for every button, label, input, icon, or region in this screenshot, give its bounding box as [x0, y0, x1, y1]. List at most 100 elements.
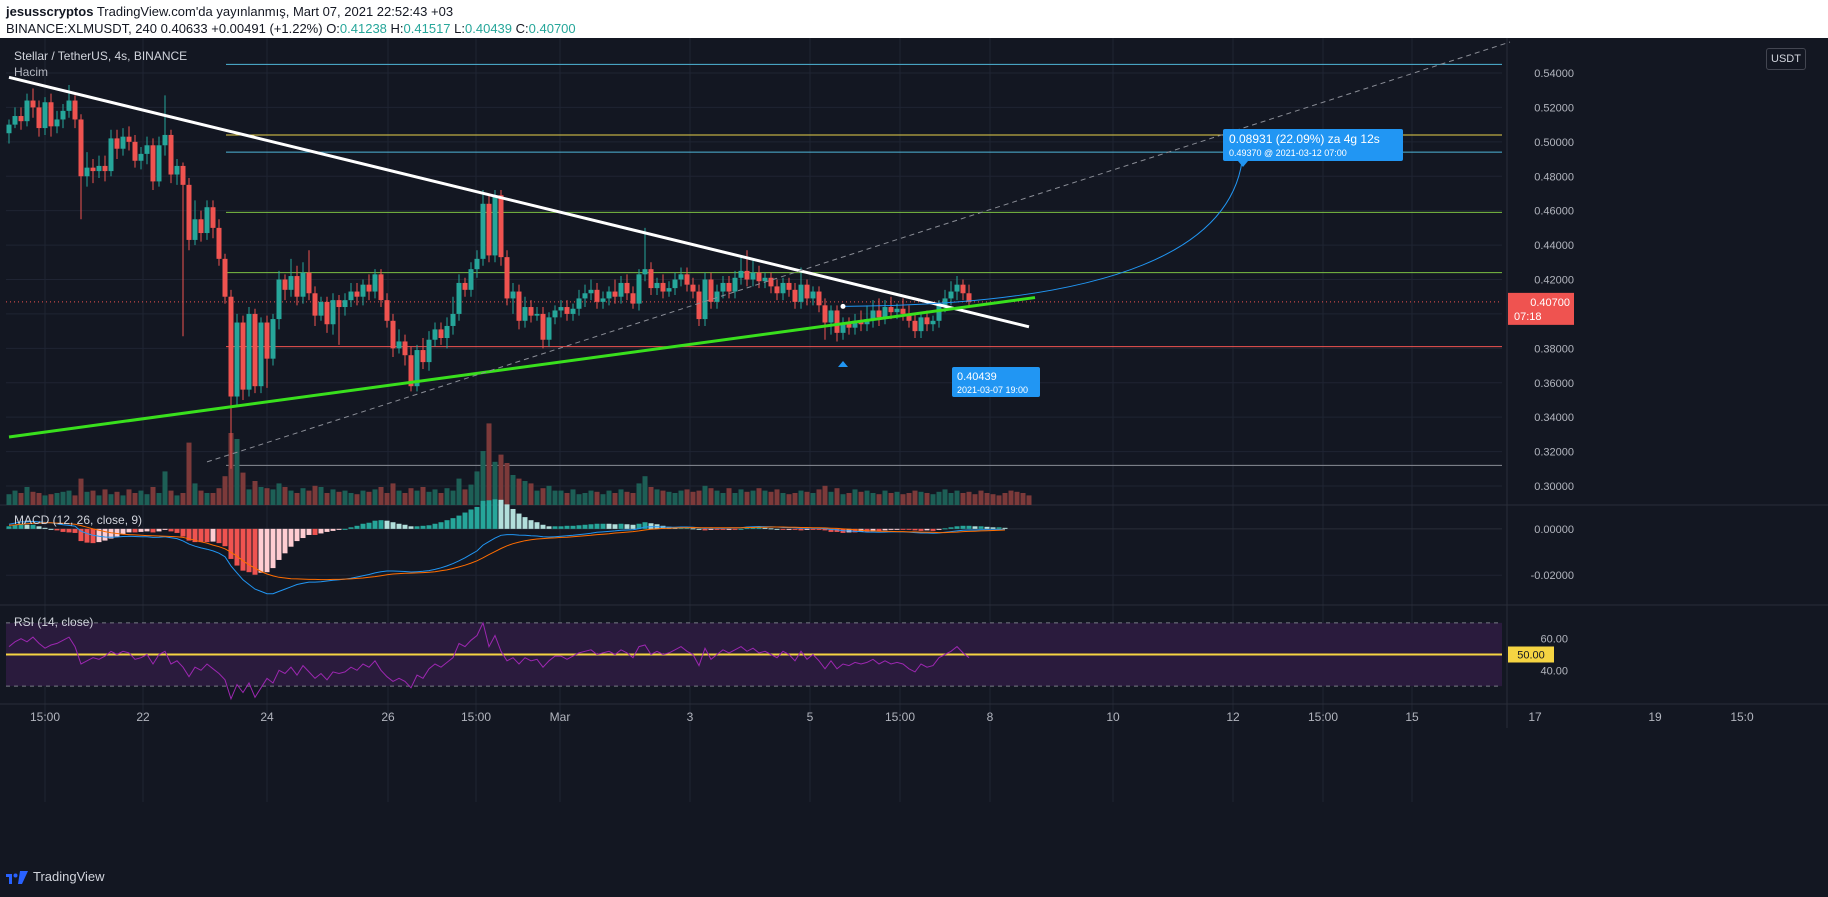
macd-histogram-bar [234, 528, 240, 566]
macd-histogram-bar [552, 526, 558, 529]
candle-body [372, 274, 378, 292]
volume-bar [96, 495, 102, 505]
open-value: 0.41238 [339, 21, 387, 36]
volume-bar [168, 490, 174, 505]
candle-body [72, 100, 78, 120]
macd-histogram-bar [24, 524, 30, 529]
volume-bar [1026, 495, 1032, 505]
macd-histogram-bar [792, 528, 798, 530]
macd-histogram-bar [72, 528, 78, 533]
volume-bar [858, 491, 864, 505]
volume-bar [42, 495, 48, 505]
currency-badge[interactable]: USDT [1766, 48, 1806, 70]
volume-bar [156, 493, 162, 505]
volume-bar [684, 489, 690, 505]
volume-bar [336, 491, 342, 505]
macd-histogram-bar [612, 524, 618, 529]
candle-body [852, 320, 858, 328]
candle-body [60, 110, 66, 120]
candle-body [156, 145, 162, 182]
candle-body [918, 317, 924, 332]
macd-histogram-bar [438, 522, 444, 529]
candle-body [606, 291, 612, 299]
candle-body [342, 300, 348, 308]
high-label: H: [390, 21, 404, 36]
volume-bar [942, 489, 948, 505]
candle-body [516, 291, 522, 321]
macd-histogram-bar [558, 526, 564, 529]
volume-bar [54, 493, 60, 505]
macd-histogram-bar [546, 526, 552, 529]
author-name[interactable]: jesusscryptos [6, 4, 94, 19]
candle-body [684, 274, 690, 285]
candle-body [42, 102, 48, 129]
close-value: 0.40700 [528, 21, 576, 36]
last-price: 0.40633 [160, 21, 208, 36]
candle-body [300, 272, 306, 297]
macd-histogram-bar [366, 522, 372, 529]
tradingview-logo[interactable]: TradingView [6, 869, 105, 884]
macd-line [8, 520, 1005, 595]
macd-histogram-bar [312, 528, 318, 535]
macd-histogram-bar [594, 523, 600, 529]
volume-bar [990, 494, 996, 505]
volume-bar [468, 484, 474, 505]
candle-body [780, 282, 786, 294]
macd-histogram-bar [624, 524, 630, 529]
candle-body [930, 320, 936, 325]
candle-body [738, 270, 744, 278]
volume-bar [528, 483, 534, 505]
volume-bar [204, 493, 210, 505]
macd-tick-label: -0.02000 [1531, 570, 1574, 582]
candle-body [528, 307, 534, 316]
macd-histogram-bar [378, 520, 384, 529]
volume-bar [144, 494, 150, 505]
candle-body [330, 300, 336, 325]
time-tick-label: 15:00 [885, 710, 915, 724]
macd-histogram-bar [996, 527, 1002, 529]
candle-body [480, 203, 486, 259]
volume-bar [924, 493, 930, 505]
macd-histogram-bar [108, 528, 114, 539]
volume-bar [960, 493, 966, 505]
time-tick-label: 15:00 [461, 710, 491, 724]
rsi-tick-label: 40.00 [1540, 665, 1568, 677]
price-tick-label: 0.36000 [1534, 378, 1574, 390]
macd-histogram-bar [618, 523, 624, 529]
chart-canvas[interactable]: 0.40439 2021-03-07 19:00 0.08931 (22.09%) … [0, 38, 1828, 862]
volume-label: Hacim [14, 65, 48, 79]
volume-bar [522, 481, 528, 505]
candle-body [132, 141, 138, 161]
candle-body [888, 307, 894, 313]
candle-body [666, 288, 672, 292]
resistance-trendline [8, 75, 1030, 329]
macd-histogram-bar [954, 526, 960, 529]
macd-histogram-bar [240, 528, 246, 571]
candle-body [714, 291, 720, 302]
candle-body [456, 282, 462, 314]
volume-bar [198, 490, 204, 505]
macd-histogram-bar [426, 525, 432, 529]
candle-body [750, 272, 756, 280]
macd-histogram-bar [84, 528, 90, 543]
candle-body [288, 276, 294, 290]
rsi-line [8, 621, 970, 701]
macd-histogram-bar [414, 526, 420, 529]
macd-histogram-bar [912, 528, 918, 531]
candle-body [546, 317, 552, 340]
candle-body [720, 282, 726, 292]
macd-histogram-bar [762, 527, 768, 529]
time-tick-label: 15:00 [30, 710, 60, 724]
candle-body [954, 284, 960, 292]
chart-title: Stellar / TetherUS, 4s, BINANCE [14, 49, 187, 63]
macd-histogram-bar [990, 527, 996, 529]
macd-histogram-bar [906, 528, 912, 530]
candle-body [588, 289, 594, 294]
candle-body [102, 165, 108, 172]
macd-histogram-bar [786, 528, 792, 530]
volume-bar [1002, 493, 1008, 505]
volume-bar [354, 494, 360, 505]
macd-histogram-bar [714, 528, 720, 530]
volume-bar [900, 494, 906, 505]
volume-bar [126, 489, 132, 505]
